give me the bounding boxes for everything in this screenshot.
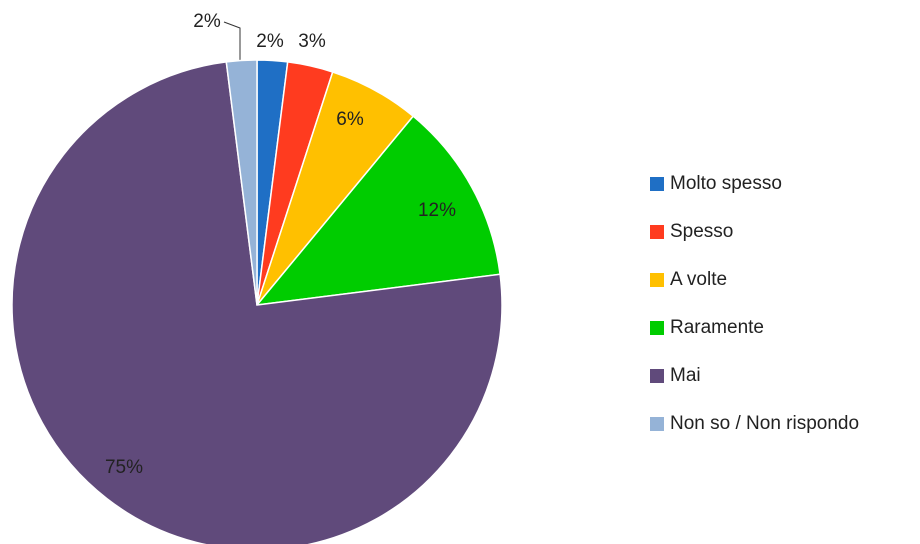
- data-label: 2%: [256, 31, 284, 52]
- data-label: 6%: [336, 109, 364, 130]
- legend-label: Spesso: [670, 221, 733, 242]
- legend-label: A volte: [670, 269, 727, 290]
- pie-slice: [11, 61, 503, 544]
- legend-swatch: [650, 225, 664, 239]
- legend-swatch: [650, 273, 664, 287]
- data-label: 75%: [105, 457, 143, 478]
- legend-swatch: [650, 321, 664, 335]
- legend-label: Molto spesso: [670, 173, 782, 194]
- legend-label: Raramente: [670, 317, 764, 338]
- pie-slice: [255, 115, 501, 306]
- pie-slice: [225, 59, 258, 306]
- data-label: 12%: [418, 200, 456, 221]
- data-label: 3%: [298, 31, 326, 52]
- legend-swatch: [650, 369, 664, 383]
- legend-swatch: [650, 177, 664, 191]
- legend-label: Mai: [670, 365, 701, 386]
- leader-line: [223, 21, 241, 60]
- legend-swatch: [650, 417, 664, 431]
- legend-label: Non so / Non rispondo: [670, 413, 859, 434]
- data-label: 2%: [193, 11, 221, 32]
